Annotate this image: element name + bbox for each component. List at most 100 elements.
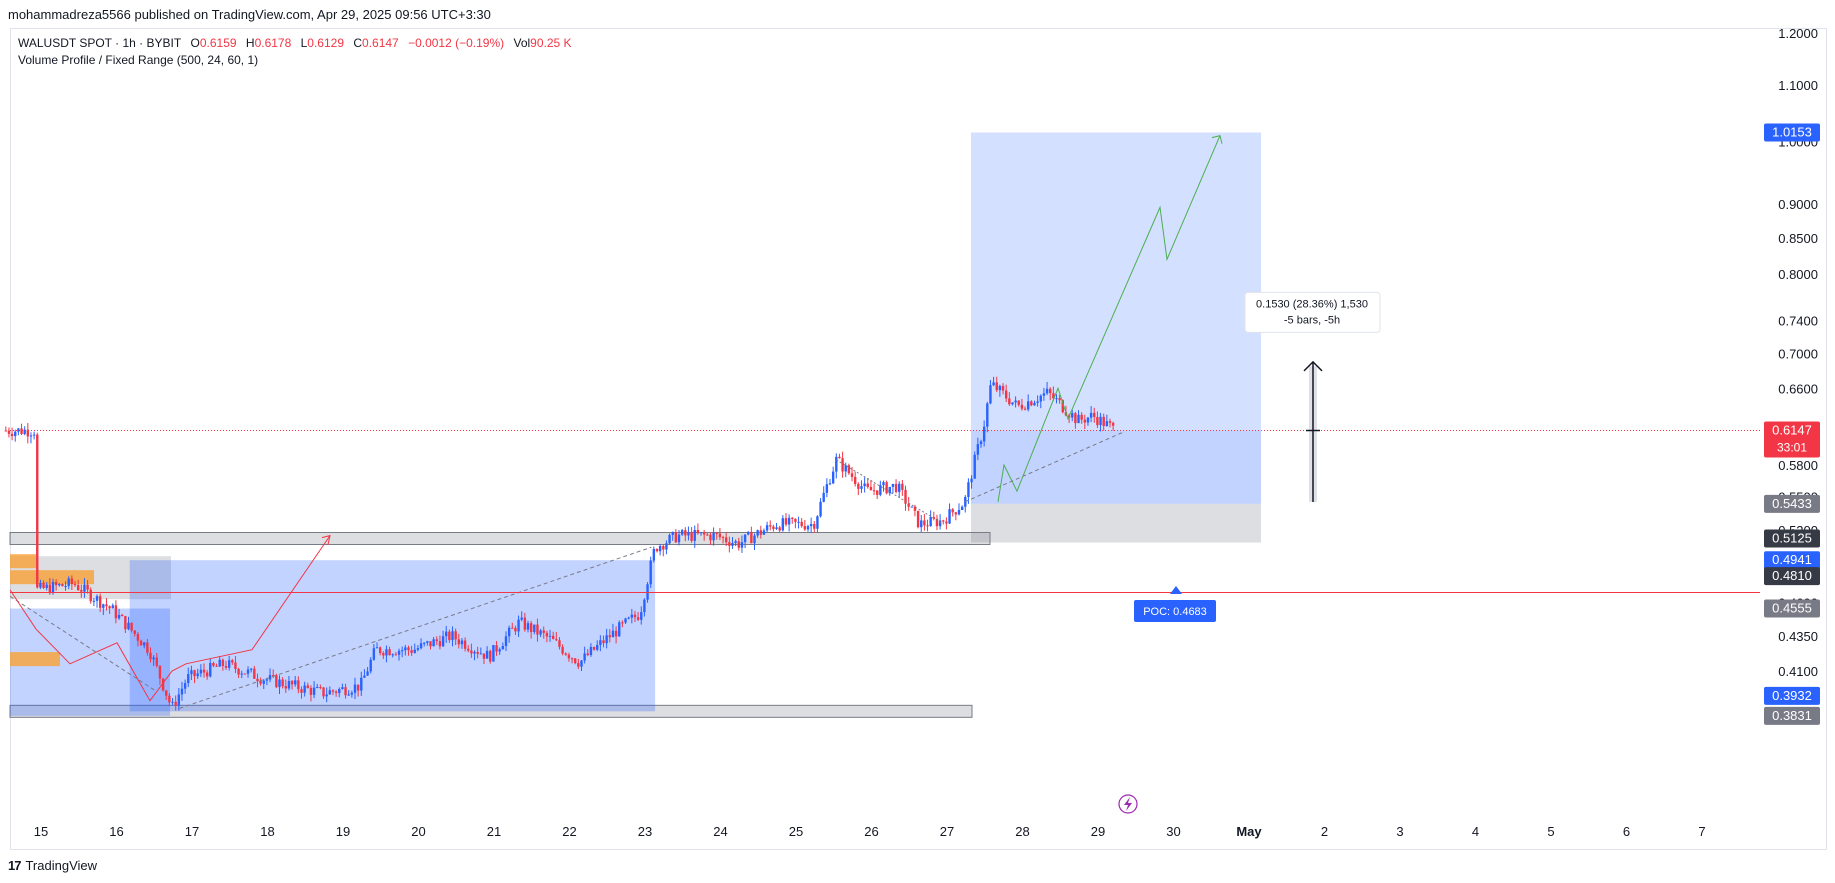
candle [171, 698, 174, 706]
candle [558, 637, 561, 650]
candle-body [819, 501, 822, 517]
candle [467, 645, 470, 653]
candle [338, 687, 341, 698]
candle [54, 579, 58, 591]
candle-body [596, 644, 599, 650]
candle-body [608, 635, 611, 638]
candle [73, 580, 77, 587]
candle-body [791, 517, 794, 519]
candle-body [636, 617, 640, 620]
x-tick-label: May [1236, 824, 1262, 839]
candle-body [341, 687, 344, 690]
candle [177, 688, 181, 711]
indicator-label[interactable]: Volume Profile / Fixed Range (500, 24, 6… [18, 53, 259, 67]
candle-body [438, 641, 442, 647]
candle [514, 625, 517, 636]
candle [454, 628, 457, 646]
candle [718, 527, 722, 541]
candle [262, 678, 265, 690]
candle-body [1011, 402, 1014, 405]
candle-body [894, 483, 898, 492]
candle-body [306, 685, 309, 688]
candle [1001, 383, 1005, 395]
candle-body [564, 653, 567, 655]
candle-body [127, 622, 130, 630]
candle [124, 615, 127, 634]
candle [778, 525, 781, 533]
candle [618, 620, 621, 637]
candle [64, 581, 67, 591]
candle-body [168, 695, 171, 703]
candle [951, 508, 954, 517]
candle [322, 687, 325, 699]
candle [577, 658, 580, 670]
candle-body [589, 646, 593, 656]
candle [1042, 387, 1046, 401]
x-tick-label: 2 [1321, 824, 1328, 839]
candle-body [410, 650, 413, 653]
x-tick-label: 23 [638, 824, 652, 839]
candle-body [658, 545, 662, 552]
candle-body [860, 486, 863, 489]
candle-body [875, 490, 879, 495]
candle-body [218, 659, 221, 667]
candle-body [284, 686, 287, 689]
candle [596, 640, 599, 652]
measure-tooltip-line2: -5 bars, -5h [1284, 314, 1340, 326]
candle [967, 478, 970, 504]
candle-body [271, 675, 275, 677]
candle [498, 647, 501, 655]
candle-body [1099, 416, 1102, 426]
candle [1030, 400, 1033, 407]
candle-body [10, 433, 14, 437]
candle [190, 665, 193, 681]
candle [360, 671, 363, 696]
candle [561, 644, 564, 656]
candle [857, 482, 860, 496]
candle-body [202, 669, 206, 673]
candle [564, 652, 567, 656]
candle-body [454, 631, 457, 640]
candle-body [539, 630, 542, 635]
candle-body [190, 670, 193, 675]
candle [624, 617, 627, 625]
candle-body [831, 471, 835, 484]
candle [526, 620, 530, 633]
candle [589, 643, 593, 657]
candle [982, 420, 986, 447]
candle [687, 526, 690, 541]
candle-body [105, 604, 108, 607]
candle-body [1017, 400, 1020, 405]
candle-body [1033, 402, 1036, 406]
candle [989, 380, 992, 405]
symbol-label[interactable]: WALUSDT SPOT · 1h · BYBIT [18, 36, 182, 50]
candle-body [687, 532, 690, 536]
x-tick-label: 16 [109, 824, 123, 839]
candle-body [275, 675, 278, 688]
candle [231, 658, 234, 665]
candle [784, 513, 788, 527]
candle-body [828, 483, 832, 485]
candle [923, 514, 926, 531]
y-tick-label: 0.8000 [1778, 267, 1818, 282]
candle-body [523, 617, 527, 630]
candle [83, 578, 86, 598]
y-tick-label: 0.7400 [1778, 313, 1818, 328]
candle-body [212, 662, 215, 666]
candle-body [495, 645, 498, 652]
candle-body [309, 687, 313, 695]
candle [825, 478, 829, 498]
candle-body [249, 668, 253, 670]
candle [935, 514, 939, 531]
candle-body [146, 642, 149, 653]
candle [879, 480, 882, 497]
candle [174, 695, 177, 711]
candle [901, 479, 904, 496]
candle [797, 516, 800, 529]
candle-body [696, 530, 700, 534]
candle [165, 690, 168, 701]
candle-body [48, 584, 52, 594]
candle-body [54, 582, 58, 586]
candle-body [511, 627, 514, 629]
